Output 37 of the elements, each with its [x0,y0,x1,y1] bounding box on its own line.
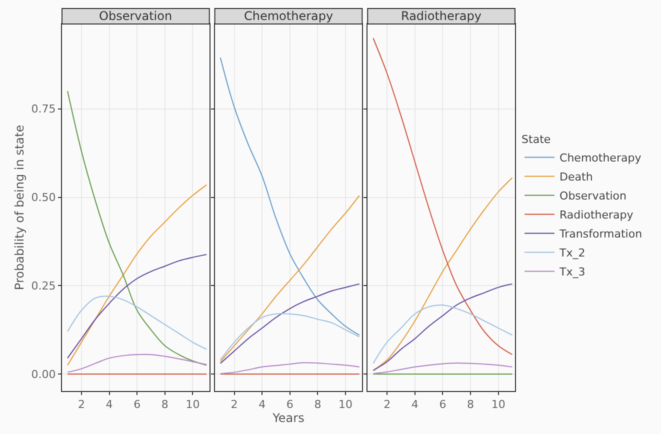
x-tick-label: 10 [338,398,352,412]
legend-label: Transformation [558,228,642,241]
line-series [67,254,208,359]
legend-label: Death [560,170,593,184]
x-axis-title: Years [272,411,304,426]
x-tick-label: 8 [161,398,168,412]
x-tick-label: 6 [286,398,294,412]
legend-label: Radiotherapy [560,208,634,222]
line-series [67,184,208,366]
line-series [67,90,208,366]
x-tick-label: 10 [491,398,506,412]
y-axis-title: Probability of being in state [12,124,27,290]
y-tick-label: 0.25 [31,279,56,292]
legend-label: Chemotherapy [560,152,642,165]
legend-label: Tx_2 [558,246,586,260]
chart-title: Radiotherapy [401,9,482,23]
x-tick-label: 4 [258,398,266,412]
x-tick-label: 8 [467,398,474,412]
x-tick-label: 2 [78,398,85,412]
x-tick-label: 10 [186,398,200,412]
x-tick-label: 6 [134,398,141,412]
line-series [67,296,208,350]
y-tick-label: 0.75 [31,102,56,116]
chart-title: Observation [99,9,172,23]
y-tick-label: 0.50 [31,191,56,204]
x-tick-label: 2 [230,398,238,412]
x-tick-label: 2 [384,398,391,412]
x-tick-label: 8 [314,398,322,412]
legend-title: State [522,132,551,146]
y-tick-label: 0.00 [31,368,56,381]
x-tick-label: 4 [106,398,113,412]
line-series [67,354,208,373]
legend-label: Observation [560,190,627,203]
x-tick-label: 4 [411,398,418,412]
x-tick-label: 6 [439,398,446,412]
chart-title: Chemotherapy [244,9,334,23]
legend-label: Tx_3 [558,266,586,279]
